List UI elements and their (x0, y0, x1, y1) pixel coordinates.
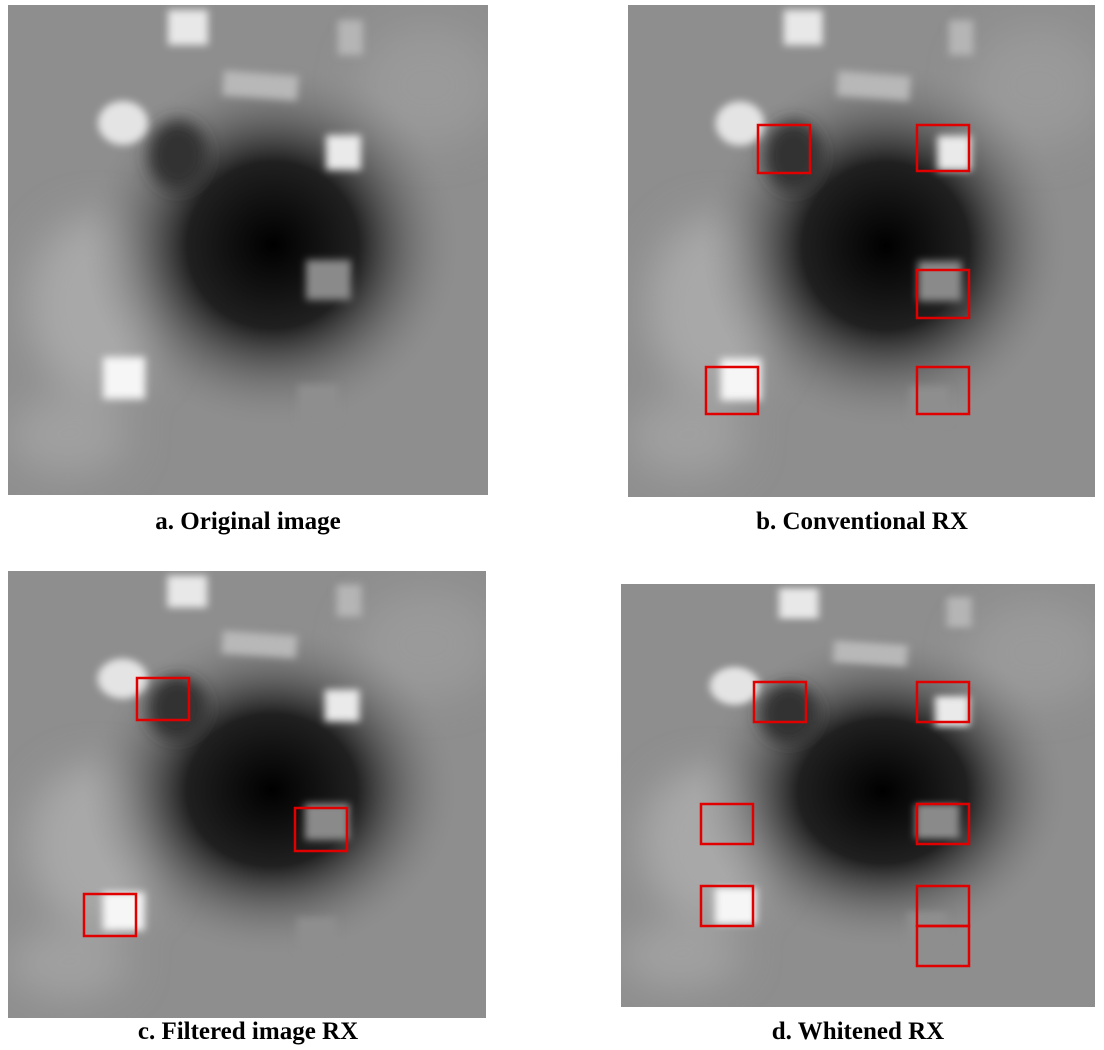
image-b (628, 5, 1104, 497)
caption: a. Original image (155, 508, 340, 535)
caption: d. Whitened RX (772, 1018, 945, 1045)
figure: a. Original image b. Conventional RX c. … (0, 0, 1104, 1050)
image-d (621, 584, 1104, 1007)
image-a (8, 5, 498, 495)
page: a. Original image b. Conventional RX c. … (0, 0, 1104, 1050)
caption: c. Filtered image RX (138, 1018, 358, 1045)
caption: b. Conventional RX (756, 508, 968, 535)
image-c (8, 571, 496, 1018)
